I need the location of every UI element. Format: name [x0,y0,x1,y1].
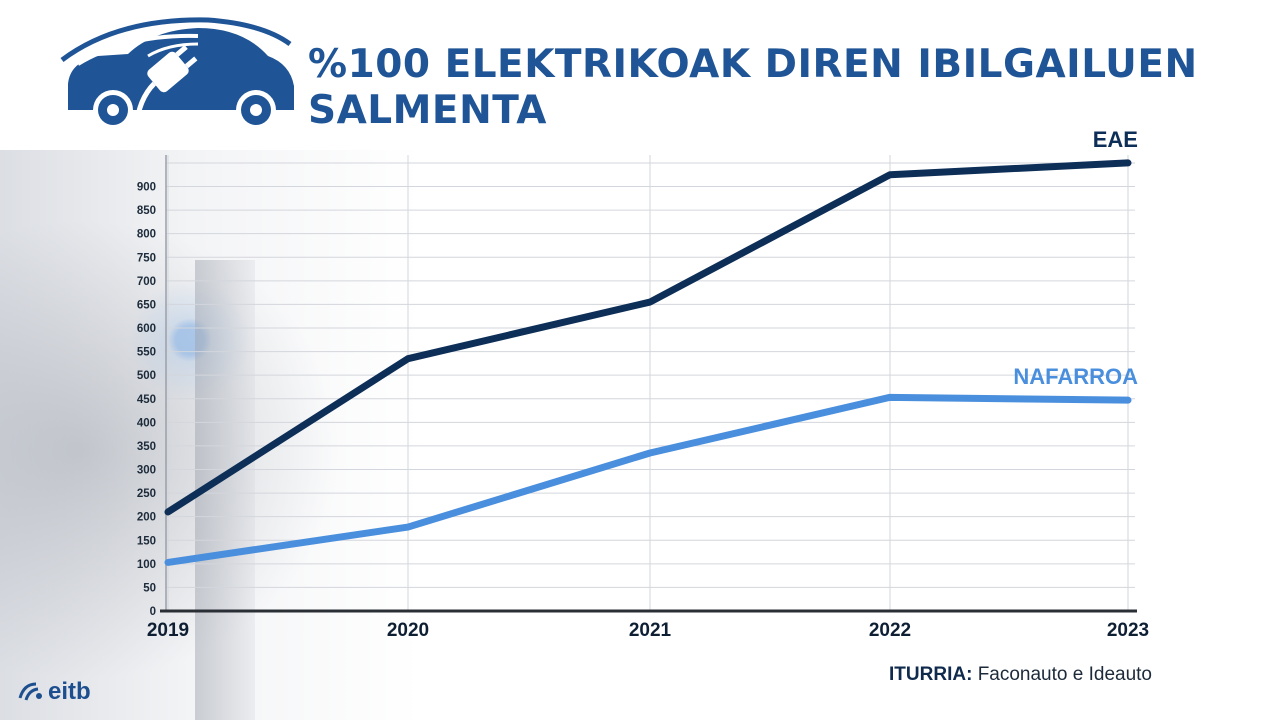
x-tick-label: 2023 [1107,620,1149,641]
y-tick-label: 650 [137,299,156,311]
x-axis: 2019 2020 2021 2022 2023 [147,609,1149,641]
y-tick-label: 450 [137,394,156,406]
y-tick-label: 300 [137,465,156,477]
series-line-eae [164,159,1132,516]
y-tick-label: 750 [137,252,156,264]
y-tick-label: 50 [143,582,156,594]
y-tick-label: 900 [137,182,156,194]
background-charger-photo [0,150,420,720]
y-tick-label: 500 [137,370,156,382]
y-tick-label: 800 [137,229,156,241]
y-tick-label: 150 [137,535,156,547]
x-tick-label: 2020 [387,620,429,641]
y-tick-label: 350 [137,441,156,453]
series-label-nafarroa: NAFARROA [1013,364,1138,389]
x-tick-label: 2019 [147,620,189,641]
y-tick-label: 700 [137,276,156,288]
chart-grid [166,155,1135,611]
x-tick-label: 2021 [629,620,672,641]
electric-car-plug-icon [60,17,294,130]
source-note: ITURRIA: Faconauto e Ideauto [889,664,1152,686]
chart-title: %100 ELEKTRIKOAK DIREN IBILGAILUEN SALME… [308,42,1198,133]
y-tick-label: 250 [137,488,156,500]
y-axis: 0 50 100 150 200 250 300 350 400 450 500 550 600 650 7… [137,155,167,618]
y-tick-label: 100 [137,559,156,571]
series-label-eae: EAE [1093,127,1138,152]
y-tick-label: 600 [137,323,156,335]
eitb-logo-icon [18,682,42,701]
x-tick-label: 2022 [869,620,911,641]
eitb-logo: eitb [18,676,91,708]
y-tick-label: 550 [137,347,156,359]
source-label: ITURRIA: [889,664,973,685]
y-tick-label: 850 [137,205,156,217]
source-text: Faconauto e Ideauto [977,664,1152,685]
series-line-nafarroa [164,393,1132,566]
chart-series: EAE NAFARROA [164,127,1138,566]
y-tick-label: 400 [137,417,156,429]
y-tick-label: 200 [137,512,156,524]
brand-name: eitb [48,678,91,705]
y-tick-label: 0 [150,606,156,618]
